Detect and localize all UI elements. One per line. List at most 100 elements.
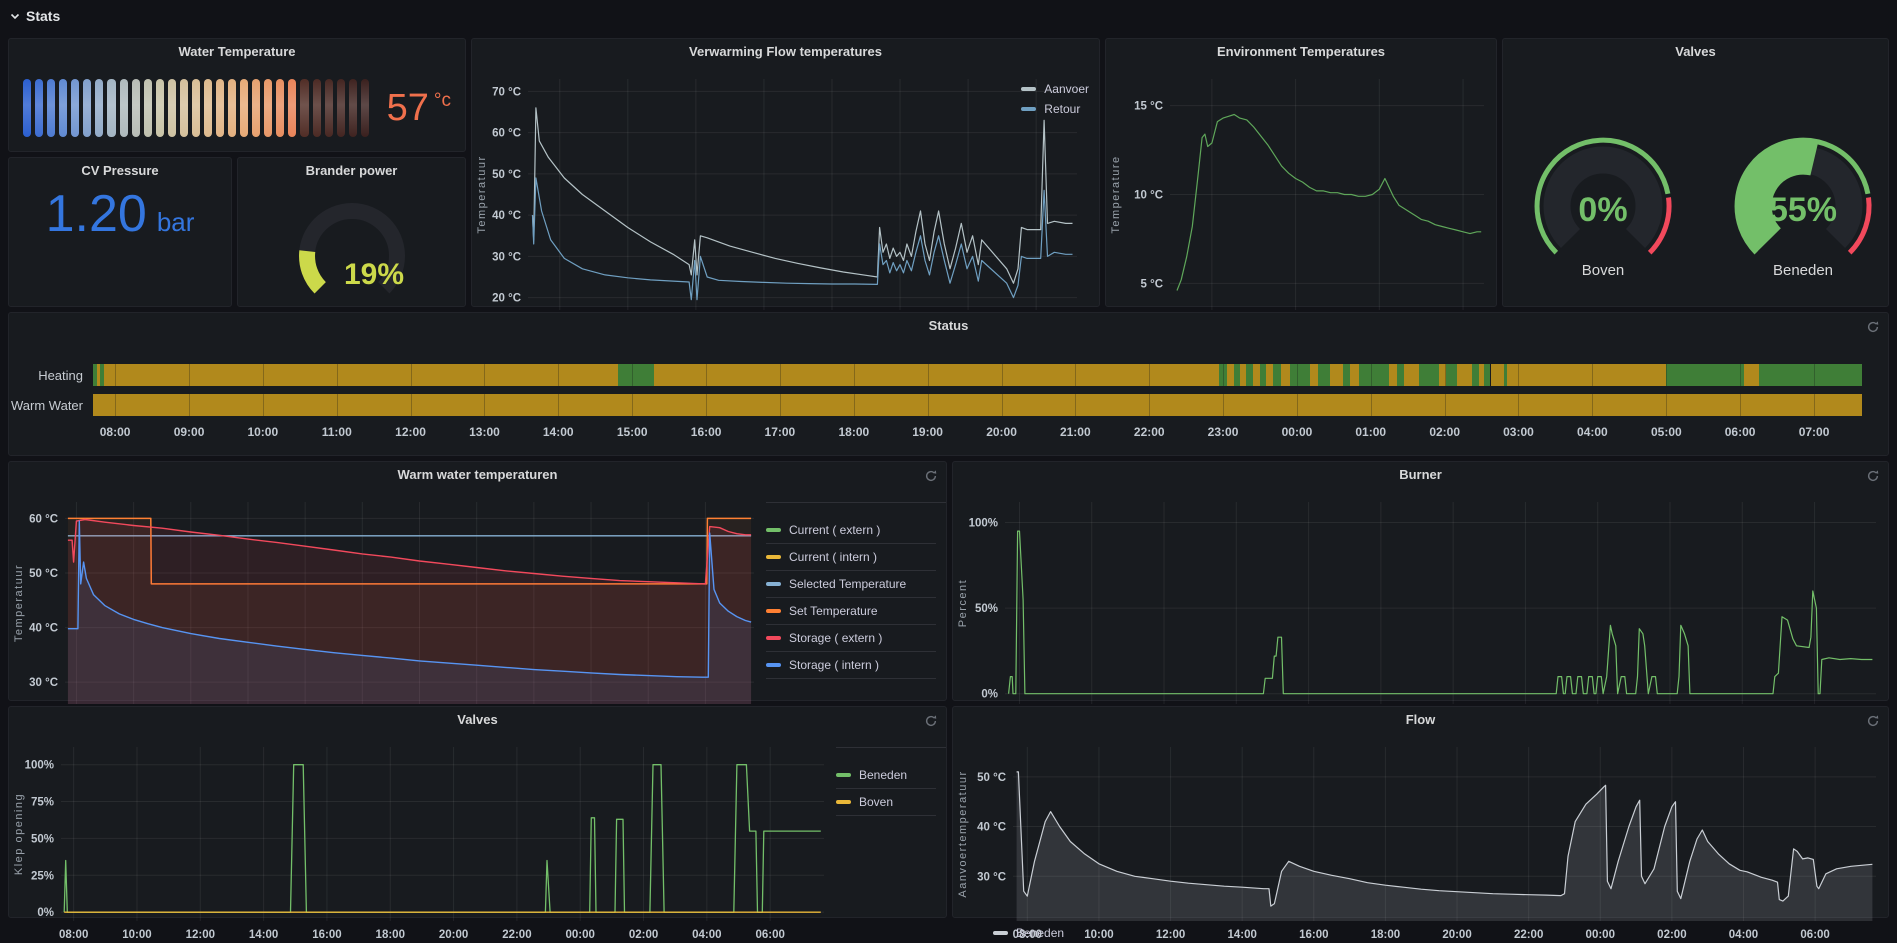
- legend-item[interactable]: Boven: [836, 789, 936, 816]
- water-temp-cell: [179, 79, 188, 137]
- panel-title[interactable]: Status: [928, 318, 969, 333]
- timeline-gridline: [1223, 364, 1225, 386]
- legend-item[interactable]: Current ( intern ): [766, 544, 936, 571]
- legend-swatch: [766, 555, 781, 559]
- timeline-gridline: [1592, 364, 1594, 386]
- panel-title[interactable]: Valves: [1675, 44, 1716, 59]
- svg-text:40 °C: 40 °C: [977, 822, 1006, 834]
- svg-text:12:00: 12:00: [186, 929, 215, 941]
- svg-text:60 °C: 60 °C: [492, 128, 521, 140]
- timeline-gridline: [706, 394, 708, 416]
- svg-text:75%: 75%: [31, 797, 54, 809]
- timeline-gridline: [558, 394, 560, 416]
- gauge-arc: 0%: [1534, 137, 1672, 255]
- legend-item[interactable]: Storage ( intern ): [766, 652, 936, 679]
- timeline-gridline: [1814, 364, 1816, 386]
- refresh-icon: [1867, 470, 1879, 482]
- legend-item[interactable]: Set Temperature: [766, 598, 936, 625]
- svg-text:0%: 0%: [37, 907, 54, 919]
- svg-text:100%: 100%: [25, 760, 54, 772]
- timeline-gridline: [706, 364, 708, 386]
- timeline-gridline: [1149, 364, 1151, 386]
- status-segment: [1503, 364, 1508, 386]
- legend-item[interactable]: Beneden: [993, 923, 1064, 943]
- panel-title[interactable]: Verwarming Flow temperatures: [689, 44, 882, 59]
- status-segment: [1252, 364, 1260, 386]
- refresh-icon: [1867, 321, 1879, 333]
- water-temp-cell: [155, 79, 164, 137]
- status-segment: [1396, 364, 1405, 386]
- legend-item[interactable]: Beneden: [836, 762, 936, 789]
- status-segment: [1265, 364, 1274, 386]
- timeline-gridline: [1370, 394, 1372, 416]
- water-temp-cell: [324, 79, 333, 137]
- water-temp-cell: [228, 79, 237, 137]
- timeline-gridline: [1592, 394, 1594, 416]
- water-temp-cell: [312, 79, 321, 137]
- refresh-button[interactable]: [924, 469, 938, 483]
- legend-item[interactable]: Retour: [1021, 99, 1089, 119]
- status-segment: [1743, 364, 1759, 386]
- status-segment: [1342, 364, 1351, 386]
- panel-title[interactable]: Environment Temperatures: [1216, 44, 1386, 59]
- refresh-button[interactable]: [1866, 469, 1880, 483]
- legend-label: Beneden: [859, 768, 908, 782]
- panel-title[interactable]: Brander power: [305, 163, 398, 178]
- legend-label: Current ( extern ): [789, 523, 881, 537]
- status-segment: [1281, 364, 1290, 386]
- status-segment: [654, 364, 1220, 386]
- panel-title[interactable]: Warm water temperaturen: [397, 467, 558, 482]
- panel-brander-power: Brander power 19%: [237, 157, 466, 307]
- water-temp-cell: [167, 79, 176, 137]
- axis-tick-label: 04:00: [1577, 425, 1608, 439]
- svg-text:25%: 25%: [31, 870, 54, 882]
- svg-text:60 °C: 60 °C: [29, 513, 58, 525]
- legend-swatch: [766, 582, 781, 586]
- timeline-bar: [93, 394, 1862, 416]
- svg-text:50 °C: 50 °C: [977, 772, 1006, 784]
- panel-title[interactable]: Burner: [1399, 467, 1442, 482]
- panel-title[interactable]: CV Pressure: [81, 163, 159, 178]
- legend-item[interactable]: Storage ( extern ): [766, 625, 936, 652]
- svg-text:Percent: Percent: [957, 579, 969, 627]
- panel-title[interactable]: Water Temperature: [178, 44, 296, 59]
- panel-title[interactable]: Valves: [457, 712, 498, 727]
- environment-chart: 5 °C10 °C15 °C12:0018:0000:0006:00Temper…: [1106, 65, 1496, 330]
- refresh-button[interactable]: [1866, 320, 1880, 334]
- axis-tick-label: 09:00: [173, 425, 205, 439]
- timeline-gridline: [1666, 364, 1668, 386]
- legend-item[interactable]: Current ( extern ): [766, 517, 936, 544]
- svg-text:06:00: 06:00: [755, 929, 784, 941]
- row-header-stats[interactable]: Stats: [10, 8, 60, 24]
- timeline-gridline: [1149, 394, 1151, 416]
- axis-tick-label: 18:00: [838, 425, 870, 439]
- timeline-gridline: [1518, 394, 1520, 416]
- legend-swatch: [836, 800, 851, 804]
- axis-tick-label: 14:00: [542, 425, 574, 439]
- panel-cv-pressure: CV Pressure 1.20 bar: [8, 157, 232, 307]
- legend-swatch: [993, 931, 1008, 935]
- status-segment: [617, 364, 655, 386]
- refresh-button[interactable]: [924, 714, 938, 728]
- status-segment: [104, 364, 618, 386]
- legend-item[interactable]: Aanvoer: [1021, 79, 1089, 99]
- refresh-button[interactable]: [1866, 714, 1880, 728]
- panel-valves-chart: Valves 0% 25% 50% 75% 100% 08:00 10:00 12:00 14:…: [8, 706, 947, 941]
- axis-tick-label: 02:00: [1429, 425, 1461, 439]
- status-segment: [1260, 364, 1266, 386]
- axis-tick-label: 15:00: [616, 425, 648, 439]
- legend-label: Beneden: [1016, 926, 1065, 940]
- svg-text:50%: 50%: [975, 603, 998, 615]
- status-segment: [1330, 364, 1343, 386]
- legend-swatch: [766, 663, 781, 667]
- status-segment: [1389, 364, 1397, 386]
- timeline-axis: 08:00 09:00 10:00 11:00 12:00 13:00 14:00 15:00…: [93, 423, 1862, 443]
- status-segment: [1484, 364, 1491, 386]
- timeline-gridline: [410, 394, 412, 416]
- svg-text:Temperature: Temperature: [1110, 155, 1122, 233]
- svg-text:30 °C: 30 °C: [492, 251, 521, 263]
- svg-text:5 °C: 5 °C: [1141, 278, 1164, 290]
- panel-title[interactable]: Flow: [1405, 712, 1436, 727]
- legend-item[interactable]: Selected Temperature: [766, 571, 936, 598]
- flow-legend: Beneden: [953, 923, 1888, 943]
